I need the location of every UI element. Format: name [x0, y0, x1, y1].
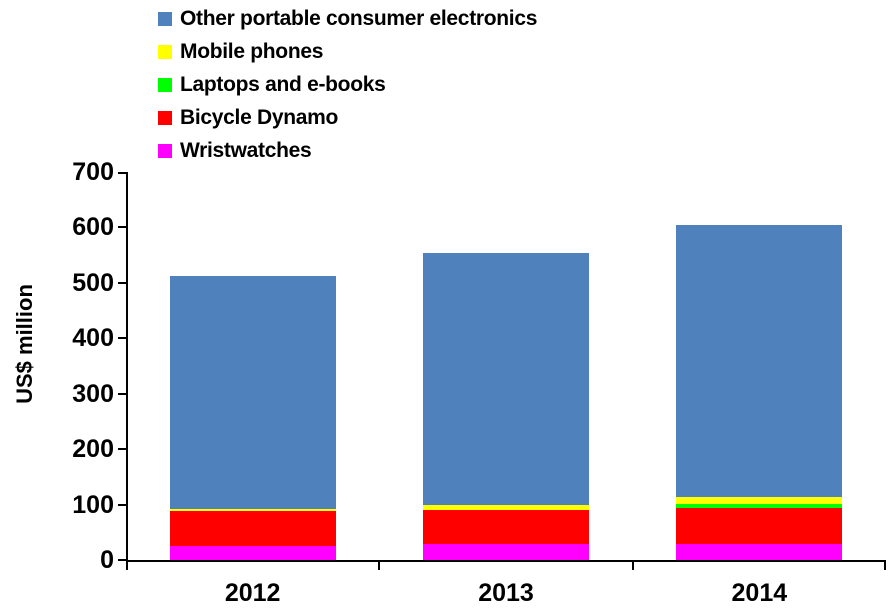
- x-tick-mark: [884, 562, 886, 570]
- legend-label: Other portable consumer electronics: [180, 6, 538, 30]
- bar-segment: [423, 543, 589, 560]
- y-tick-label: 700: [72, 158, 114, 186]
- x-category-label: 2012: [224, 579, 281, 607]
- y-tick-label: 200: [72, 435, 114, 464]
- legend-label: Bicycle Dynamo: [180, 105, 339, 129]
- legend: Other portable consumer electronics Mobil…: [158, 2, 537, 167]
- x-category-label: 2014: [731, 579, 788, 607]
- bar-segment: [676, 543, 843, 560]
- legend-item: Laptops and e-books: [158, 68, 537, 101]
- bar-segment: [169, 546, 336, 560]
- legend-swatch-icon: [158, 110, 172, 125]
- legend-item: Mobile phones: [158, 35, 537, 68]
- y-axis-line: [126, 172, 128, 562]
- y-tick-mark: [118, 226, 126, 229]
- y-tick-label: 500: [72, 268, 114, 297]
- legend-label: Wristwatches: [180, 138, 312, 162]
- y-tick-mark: [118, 172, 126, 174]
- x-tick-mark: [126, 562, 128, 570]
- x-tick-mark: [631, 562, 634, 570]
- legend-item: Wristwatches: [158, 134, 537, 167]
- y-tick-mark: [118, 337, 126, 340]
- x-tick-mark: [378, 562, 381, 570]
- y-tick-mark: [118, 392, 126, 395]
- legend-label: Laptops and e-books: [180, 72, 386, 96]
- y-tick-label: 100: [72, 490, 114, 519]
- legend-swatch-icon: [158, 143, 172, 158]
- bar-segment: [169, 510, 336, 547]
- y-tick-label: 400: [72, 324, 114, 353]
- legend-swatch-icon: [158, 77, 172, 92]
- y-tick-mark: [118, 448, 126, 451]
- y-tick-mark: [118, 559, 126, 561]
- bar-segment: [676, 497, 843, 504]
- bar-segment: [676, 224, 843, 498]
- y-tick-label: 300: [72, 379, 114, 408]
- x-category-label: 2013: [478, 579, 534, 607]
- legend-item: Other portable consumer electronics: [158, 2, 537, 35]
- y-tick-label: 600: [72, 213, 114, 242]
- y-tick-label: 0: [100, 546, 114, 574]
- bar-segment: [423, 253, 589, 506]
- bar-segment: [169, 509, 336, 511]
- x-axis-line: [126, 560, 886, 562]
- bar-segment: [423, 510, 589, 544]
- plot-area: 0 100 200 300 400 500 600 700 2012 2013 2014: [72, 158, 886, 607]
- bar-segment: [423, 505, 589, 511]
- y-tick-mark: [118, 503, 126, 506]
- legend-swatch-icon: [158, 44, 172, 59]
- y-tick-mark: [118, 281, 126, 284]
- bar-segment: [676, 504, 843, 508]
- legend-item: Bicycle Dynamo: [158, 101, 537, 134]
- legend-swatch-icon: [158, 11, 172, 26]
- bar-segment: [676, 507, 843, 544]
- legend-label: Mobile phones: [180, 39, 324, 63]
- bar-segment: [169, 276, 336, 509]
